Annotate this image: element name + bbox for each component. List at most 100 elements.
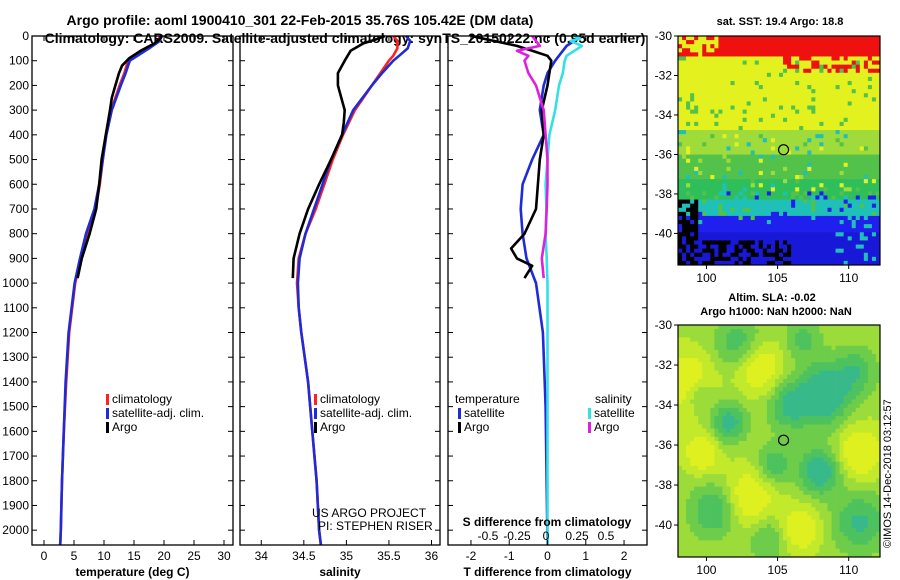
sst-cell: [710, 195, 715, 200]
sst-cell: [867, 134, 873, 139]
sst-cell: [811, 109, 816, 115]
sst-cell: [742, 48, 748, 53]
sla-cell: [875, 383, 881, 388]
sla-cell: [783, 325, 788, 330]
sst-cell: [686, 252, 691, 258]
sst-cell: [807, 195, 812, 200]
sla-cell: [722, 366, 727, 371]
sst-cell: [799, 97, 804, 102]
sla-cell: [859, 333, 865, 338]
sst-cell: [726, 203, 731, 209]
sla-cell: [770, 391, 776, 396]
sla-cell: [871, 378, 877, 384]
sla-cell: [855, 428, 861, 434]
sla-cell: [750, 445, 756, 450]
sla-cell: [815, 428, 820, 434]
sla-cell: [698, 478, 703, 483]
sla-cell: [791, 345, 796, 351]
sla-cell: [831, 333, 836, 338]
sla-cell: [730, 374, 735, 380]
sla-cell: [710, 482, 715, 487]
sla-cell: [831, 349, 836, 355]
sst-cell: [847, 85, 853, 90]
sla-cell: [867, 337, 873, 342]
sst-cell: [742, 44, 748, 49]
sst-cell: [803, 64, 808, 70]
sla-cell: [783, 378, 788, 384]
sla-cell: [795, 395, 800, 400]
sst-cell: [871, 146, 877, 151]
sst-cell: [787, 93, 792, 98]
sst-cell: [799, 121, 804, 127]
sst-cell: [847, 76, 853, 82]
sla-cell: [811, 441, 816, 446]
sst-cell: [819, 256, 824, 262]
sst-cell: [779, 187, 784, 192]
sst-cell: [787, 101, 792, 106]
sla-cell: [750, 453, 756, 458]
sst-cell: [686, 76, 691, 82]
sst-cell: [754, 158, 760, 164]
sst-cell: [783, 154, 788, 160]
sla-cell: [682, 345, 687, 351]
sst-cell: [686, 109, 691, 115]
sst-cell: [678, 154, 683, 160]
sla-cell: [847, 374, 853, 380]
sla-cell: [766, 362, 772, 367]
sla-cell: [875, 428, 881, 434]
sla-cell: [863, 374, 869, 380]
sla-cell: [702, 478, 707, 483]
sla-cell: [783, 453, 788, 458]
sla-cell: [694, 387, 699, 392]
sst-cell: [706, 166, 711, 172]
sla-cell: [819, 424, 824, 429]
sla-cell: [815, 395, 820, 400]
sla-cell: [742, 341, 748, 347]
sst-cell: [718, 162, 723, 168]
sla-cell: [855, 354, 861, 359]
sla-cell: [678, 362, 683, 367]
sla-cell: [750, 362, 756, 367]
sst-cell: [686, 97, 691, 102]
sla-cell: [754, 383, 760, 388]
sst-cell: [855, 260, 861, 266]
sst-cell: [839, 117, 845, 123]
sst-cell: [863, 158, 869, 164]
sst-cell: [783, 68, 788, 74]
sst-cell: [722, 44, 727, 49]
sst-cell: [831, 236, 836, 241]
sst-cell: [839, 187, 845, 192]
sla-cell: [847, 378, 853, 384]
sst-cell: [779, 113, 784, 119]
sst-cell: [799, 203, 804, 209]
sla-cell: [795, 449, 800, 454]
sst-cell: [851, 158, 857, 164]
sst-cell: [750, 191, 756, 196]
sst-cell: [875, 244, 881, 250]
map-y-tick-label: -36: [655, 147, 673, 161]
sla-cell: [783, 383, 788, 388]
sst-cell: [774, 60, 780, 66]
sst-cell: [791, 138, 796, 143]
sst-cell: [875, 170, 881, 176]
sst-cell: [811, 158, 816, 164]
sla-cell: [843, 325, 849, 330]
sst-cell: [791, 142, 796, 147]
sst-cell: [859, 256, 865, 262]
sla-cell: [791, 441, 796, 446]
sla-cell: [811, 383, 816, 388]
sst-cell: [686, 211, 691, 217]
sla-cell: [871, 457, 877, 463]
sst-cell: [843, 146, 849, 151]
sst-cell: [871, 125, 877, 131]
sst-cell: [726, 162, 731, 168]
x-tick-label: 34: [255, 549, 269, 563]
sst-cell: [702, 76, 707, 82]
sla-cell: [726, 378, 731, 384]
sst-cell: [779, 97, 784, 102]
sla-cell: [871, 470, 877, 475]
sst-cell: [702, 211, 707, 217]
sst-cell: [754, 220, 760, 225]
sla-cell: [694, 362, 699, 367]
sst-cell: [702, 80, 707, 86]
